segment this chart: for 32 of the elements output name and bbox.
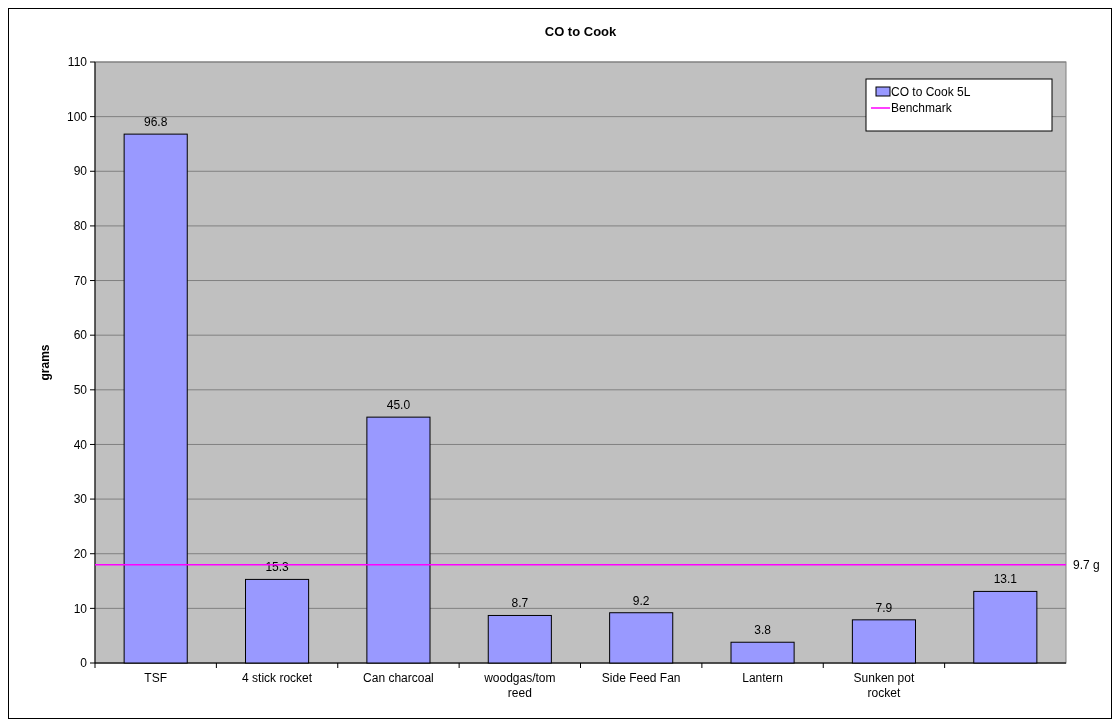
y-tick-label: 40 [73,437,88,452]
chart-title: CO to Cook [544,24,618,39]
x-tick-label: 4 stick rocket [242,671,313,685]
data-label: 9.2 [632,593,650,608]
y-tick-label: 30 [73,492,88,507]
text: 9.7 g [1073,557,1100,572]
x-tick-label: Can charcoal [363,671,434,685]
data-label: 3.8 [754,623,772,638]
y-tick-label: 100 [66,109,88,124]
x-tick-label: woodgas/tom reed [483,671,556,700]
y-tick-label: 80 [73,219,88,234]
data-label: 96.8 [144,115,168,130]
data-label: 45.0 [386,398,411,413]
y-tick-label: 110 [67,55,88,70]
x-tick-label: TSF [144,671,168,685]
x-tick-label: Side Feed Fan [601,671,681,685]
y-axis-title: grams [38,344,52,381]
data-label: 7.9 [875,600,893,615]
y-tick-label: 50 [73,383,88,398]
y-tick-label: 70 [73,273,88,288]
legend-label: CO to Cook 5L [891,85,971,100]
data-label: 8.7 [511,596,529,611]
y-tick-label: 10 [73,601,88,616]
y-tick-label: 60 [73,328,88,343]
data-label: 15.3 [265,560,290,575]
x-tick-label: Lantern [742,671,783,685]
x-tick-label: Sunken pot rocket [853,671,915,700]
y-tick-label: 0 [80,656,88,671]
data-label: 13.1 [993,572,1018,587]
y-tick-label: 20 [73,546,88,561]
legend-label: Benchmark [891,101,953,116]
y-tick-label: 90 [73,164,88,179]
